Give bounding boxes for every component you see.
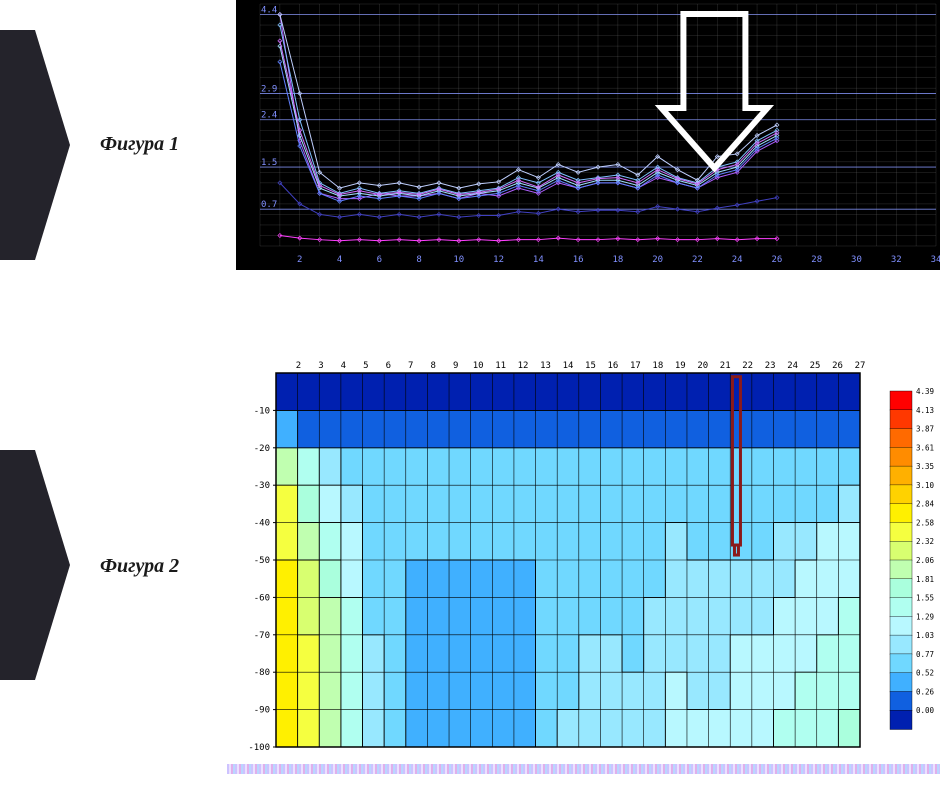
svg-text:12: 12 [518, 361, 529, 371]
svg-text:4: 4 [341, 361, 346, 371]
svg-text:-90: -90 [254, 706, 270, 716]
svg-text:-50: -50 [254, 556, 270, 566]
svg-text:3.10: 3.10 [916, 481, 935, 490]
svg-text:2.58: 2.58 [916, 518, 935, 527]
svg-text:9: 9 [453, 361, 458, 371]
svg-text:5: 5 [363, 361, 368, 371]
svg-text:-10: -10 [254, 406, 270, 416]
svg-text:26: 26 [832, 361, 843, 371]
svg-text:4.4: 4.4 [261, 6, 277, 16]
svg-text:0.7: 0.7 [261, 200, 277, 210]
svg-text:-20: -20 [254, 444, 270, 454]
svg-text:2.84: 2.84 [916, 500, 935, 509]
svg-text:4.39: 4.39 [916, 387, 934, 396]
svg-text:1.55: 1.55 [916, 594, 934, 603]
svg-text:-80: -80 [254, 668, 270, 678]
svg-text:16: 16 [573, 255, 584, 265]
svg-text:30: 30 [851, 255, 862, 265]
svg-text:12: 12 [493, 255, 504, 265]
svg-text:22: 22 [692, 255, 703, 265]
figure2-pointer-shape [0, 450, 70, 680]
svg-text:0.52: 0.52 [916, 669, 934, 678]
svg-text:4.13: 4.13 [916, 406, 934, 415]
svg-text:10: 10 [473, 361, 484, 371]
svg-text:20: 20 [697, 361, 708, 371]
page: { "labels":{ "fig1":"Фигура 1", "fig2":"… [0, 0, 940, 788]
svg-text:-70: -70 [254, 631, 270, 641]
svg-text:3: 3 [318, 361, 323, 371]
svg-text:-40: -40 [254, 519, 270, 529]
svg-text:1.81: 1.81 [916, 575, 934, 584]
svg-text:32: 32 [891, 255, 902, 265]
svg-text:16: 16 [608, 361, 619, 371]
svg-text:2: 2 [296, 361, 301, 371]
svg-text:18: 18 [612, 255, 623, 265]
svg-text:19: 19 [675, 361, 686, 371]
figure1-chart: 0.71.52.42.94.42468101214161820222426283… [236, 0, 940, 270]
svg-text:0.00: 0.00 [916, 706, 935, 715]
svg-text:-100: -100 [248, 743, 270, 753]
svg-text:1.5: 1.5 [261, 158, 277, 168]
svg-text:27: 27 [855, 361, 866, 371]
svg-text:2.06: 2.06 [916, 556, 935, 565]
svg-text:18: 18 [652, 361, 663, 371]
svg-text:14: 14 [533, 255, 544, 265]
svg-text:21: 21 [720, 361, 731, 371]
svg-text:25: 25 [810, 361, 821, 371]
svg-text:8: 8 [431, 361, 436, 371]
svg-text:24: 24 [787, 361, 798, 371]
svg-text:6: 6 [377, 255, 382, 265]
svg-text:-30: -30 [254, 481, 270, 491]
decorative-divider [227, 764, 940, 774]
svg-text:0.77: 0.77 [916, 650, 934, 659]
svg-text:14: 14 [563, 361, 574, 371]
svg-text:7: 7 [408, 361, 413, 371]
svg-text:23: 23 [765, 361, 776, 371]
svg-text:3.35: 3.35 [916, 462, 934, 471]
svg-text:17: 17 [630, 361, 641, 371]
svg-text:28: 28 [811, 255, 822, 265]
svg-text:1.03: 1.03 [916, 631, 934, 640]
svg-text:0.26: 0.26 [916, 687, 935, 696]
svg-text:4: 4 [337, 255, 342, 265]
svg-text:10: 10 [453, 255, 464, 265]
svg-text:15: 15 [585, 361, 596, 371]
figure2-chart: 2345678910111213141516171819202122232425… [236, 355, 940, 755]
svg-text:34: 34 [931, 255, 940, 265]
svg-text:3.87: 3.87 [916, 425, 934, 434]
svg-text:11: 11 [495, 361, 506, 371]
svg-text:2.4: 2.4 [261, 111, 277, 121]
svg-text:6: 6 [386, 361, 391, 371]
figure1-label: Фигура 1 [100, 133, 179, 156]
svg-text:8: 8 [416, 255, 421, 265]
figure2-label: Фигура 2 [100, 555, 179, 578]
svg-text:1.29: 1.29 [916, 612, 934, 621]
svg-text:2.32: 2.32 [916, 537, 934, 546]
svg-text:-60: -60 [254, 593, 270, 603]
figure1-pointer-shape [0, 30, 70, 260]
svg-text:22: 22 [742, 361, 753, 371]
svg-text:26: 26 [772, 255, 783, 265]
svg-text:20: 20 [652, 255, 663, 265]
svg-text:24: 24 [732, 255, 743, 265]
svg-text:2.9: 2.9 [261, 84, 277, 94]
svg-text:2: 2 [297, 255, 302, 265]
svg-text:3.61: 3.61 [916, 443, 934, 452]
svg-text:13: 13 [540, 361, 551, 371]
